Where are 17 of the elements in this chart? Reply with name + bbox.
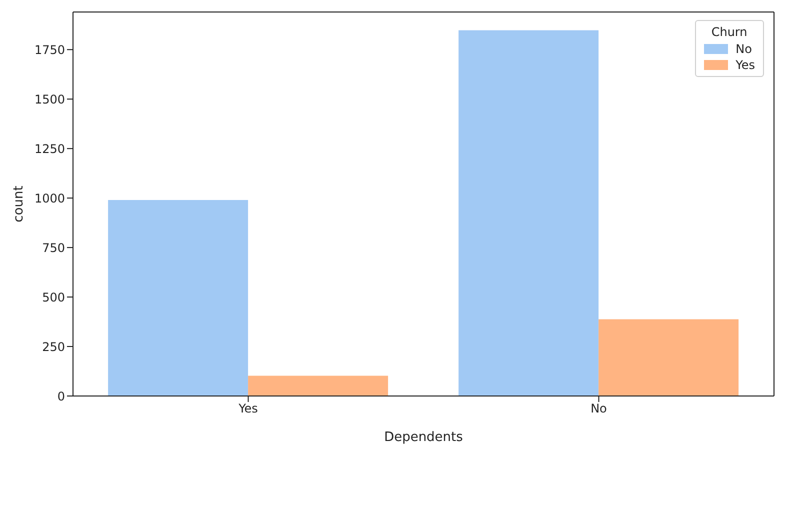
bar (458, 30, 599, 396)
y-tick-label: 1750 (34, 42, 65, 57)
y-tick-label: 250 (42, 340, 65, 354)
y-tick-label: 750 (42, 240, 65, 255)
y-tick-label: 1250 (34, 142, 65, 156)
y-axis-title: count (12, 186, 27, 222)
bar (598, 319, 739, 396)
bar (248, 376, 388, 396)
legend-label: No (736, 42, 752, 56)
legend-title: Churn (710, 25, 748, 39)
bar (108, 200, 248, 396)
y-tick-label: 500 (42, 290, 65, 304)
x-axis-title: Dependents (384, 430, 464, 445)
y-tick-label: 1000 (34, 191, 65, 206)
legend-label: Yes (736, 58, 755, 72)
y-tick-label: 1500 (34, 92, 65, 106)
y-tick-label: 0 (57, 389, 65, 404)
